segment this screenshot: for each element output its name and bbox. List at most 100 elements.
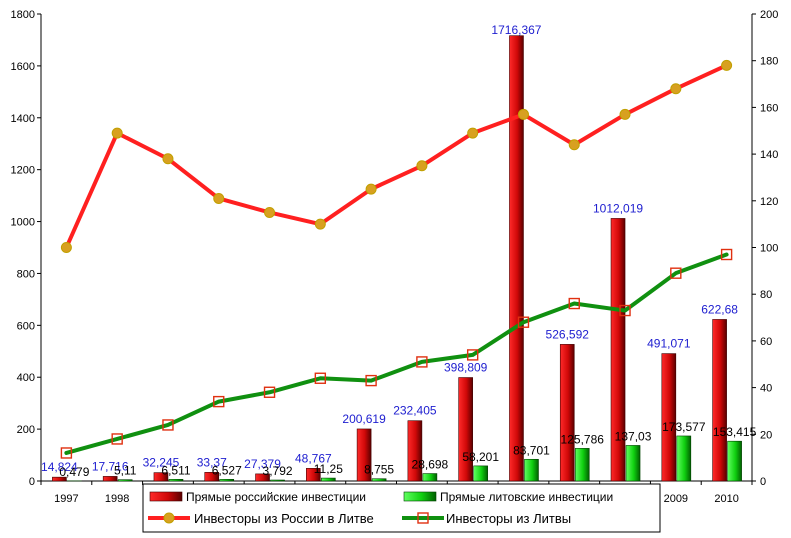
- data-label-russian: 17,716: [92, 459, 129, 473]
- y-right-tick-label: 80: [760, 289, 772, 301]
- data-label-russian: 526,592: [546, 327, 590, 341]
- data-label-lithuanian: 0,479: [59, 465, 89, 479]
- bar-russian-investment: [458, 377, 473, 482]
- y-left-tick-label: 1800: [11, 9, 35, 21]
- bar-lithuanian-investment: [676, 435, 692, 482]
- bar-russian-investment: [102, 476, 118, 482]
- bar-lithuanian-investment: [473, 465, 488, 482]
- data-label-lithuanian: 125,786: [561, 432, 605, 446]
- marker-russian-investors: [60, 242, 72, 253]
- marker-russian-investors: [517, 108, 529, 120]
- marker-russian-investors: [670, 83, 682, 95]
- data-label-lithuanian: 6,511: [161, 463, 190, 477]
- x-tick-label: 2009: [664, 493, 688, 505]
- marker-lithuanian-investors: [314, 372, 327, 384]
- marker-russian-investors: [264, 206, 276, 218]
- bar-russian-investment: [610, 218, 626, 482]
- bar-russian-investment: [306, 468, 321, 482]
- bar-russian-investment: [559, 344, 575, 482]
- legend-label-lithuanian-investment: Прямые литовские инвестиции: [440, 490, 613, 504]
- marker-lithuanian-investors: [670, 267, 682, 279]
- bar-russian-investment: [356, 428, 372, 482]
- marker-russian-investors: [568, 139, 580, 151]
- marker-russian-investors: [162, 153, 174, 165]
- bar-russian-investment: [204, 472, 220, 482]
- marker-russian-investors: [721, 59, 733, 71]
- marker-lithuanian-investors: [365, 374, 377, 387]
- data-label-russian: 14,824: [41, 460, 78, 474]
- marker-lithuanian-investors: [568, 297, 580, 310]
- legend-marker-lithuanian-investors: [417, 512, 429, 524]
- legend-swatch-russian-investment: [149, 491, 183, 502]
- marker-russian-investors: [213, 192, 225, 204]
- y-right-tick-label: 180: [760, 56, 778, 68]
- x-tick-label: 1998: [105, 493, 129, 505]
- y-left-tick-label: 200: [17, 424, 35, 436]
- data-label-lithuanian: 137,03: [615, 429, 652, 443]
- data-label-lithuanian: 6,527: [212, 463, 242, 477]
- bar-lithuanian-investment: [524, 458, 539, 482]
- marker-lithuanian-investors: [111, 433, 123, 445]
- legend-marker-russian-investors: [163, 512, 175, 524]
- data-label-lithuanian: 83,701: [513, 443, 550, 457]
- y-left-tick-label: 1600: [11, 61, 35, 73]
- marker-lithuanian-investors: [263, 386, 276, 398]
- y-left-tick-label: 400: [17, 372, 35, 384]
- legend-swatch-lithuanian-investment: [403, 491, 437, 502]
- y-right-tick-label: 200: [760, 9, 778, 21]
- data-label-russian: 232,405: [393, 404, 437, 418]
- y-right-tick-label: 0: [760, 476, 766, 488]
- bar-lithuanian-investment: [371, 478, 387, 482]
- data-label-russian: 491,071: [647, 337, 691, 351]
- bar-russian-investment: [661, 353, 677, 482]
- line-russian-investors: [64, 63, 729, 250]
- axes-layer: 0 200 400 600 800 1000 1200 1400 1600 1800 0 20 40 60…: [11, 9, 779, 505]
- marker-russian-investors: [416, 160, 428, 172]
- lines-layer: [60, 59, 733, 459]
- bar-lithuanian-investment: [574, 448, 590, 482]
- data-label-russian: 1716,367: [491, 23, 541, 37]
- data-label-lithuanian: 5,11: [114, 464, 137, 478]
- legend: Прямые российские инвестиции Прямые литов…: [142, 483, 661, 533]
- data-label-russian: 200,619: [342, 412, 386, 426]
- y-left-tick-label: 1200: [11, 165, 35, 177]
- bar-lithuanian-investment: [727, 440, 742, 482]
- data-label-russian: 398,809: [444, 361, 488, 375]
- legend-label-russian-investment: Прямые российские инвестиции: [186, 490, 366, 504]
- marker-lithuanian-investors: [416, 356, 428, 368]
- marker-russian-investors: [365, 183, 377, 195]
- bar-lithuanian-investment: [219, 479, 235, 482]
- bar-russian-investment: [153, 472, 169, 482]
- legend-label-russian-investors: Инвесторы из России в Литве: [194, 511, 374, 526]
- data-label-lithuanian: 153,415: [713, 425, 757, 439]
- y-right-tick-label: 160: [760, 102, 778, 114]
- data-label-russian: 1012,019: [593, 201, 643, 215]
- bar-lithuanian-investment: [625, 445, 641, 482]
- bar-lithuanian-investment: [422, 473, 438, 482]
- data-label-russian: 33,37: [197, 455, 227, 469]
- y-right-tick-label: 60: [760, 336, 772, 348]
- data-label-russian: 622,68: [701, 302, 738, 316]
- marker-lithuanian-investors: [720, 248, 733, 261]
- bars-layer: [52, 35, 742, 482]
- x-tick-label: 1997: [54, 493, 78, 505]
- marker-lithuanian-investors: [60, 447, 73, 459]
- bar-russian-investment: [255, 473, 270, 482]
- data-label-lithuanian: 3,792: [263, 464, 293, 478]
- marker-russian-investors: [619, 108, 631, 120]
- data-labels-layer: 14,824 17,716 32,245 33,37 27,379 48,767 200,6…: [41, 23, 757, 479]
- data-label-lithuanian: 28,698: [412, 458, 449, 472]
- y-left-tick-label: 1400: [11, 113, 35, 125]
- marker-lithuanian-investors: [213, 395, 225, 408]
- bar-lithuanian-investment: [321, 477, 336, 482]
- line-lithuanian-investors: [64, 252, 729, 455]
- x-tick-label: 2010: [714, 493, 738, 505]
- y-right-tick-label: 100: [760, 243, 778, 255]
- data-label-russian: 27,379: [244, 457, 281, 471]
- legend-label-lithuanian-investors: Инвесторы из Литвы: [446, 511, 571, 526]
- bar-russian-investment: [407, 420, 423, 482]
- bar-lithuanian-investment: [270, 479, 285, 482]
- y-right-tick-label: 120: [760, 196, 778, 208]
- data-label-lithuanian: 8,755: [364, 463, 394, 477]
